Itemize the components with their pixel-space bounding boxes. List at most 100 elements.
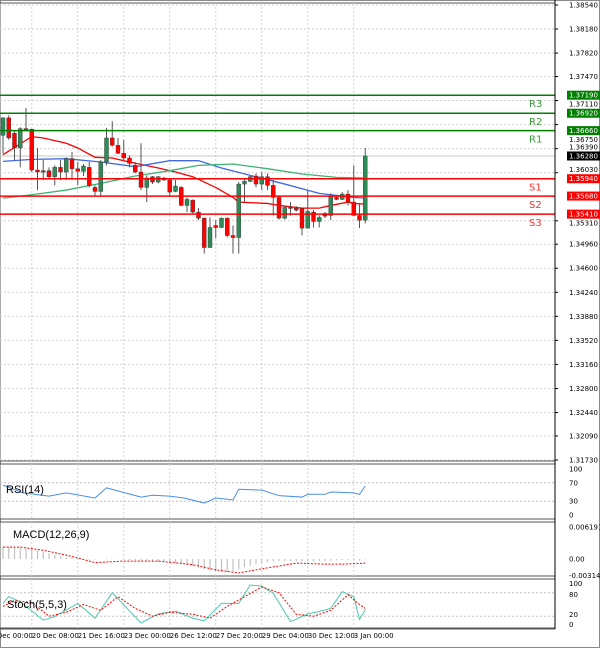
candle-body — [265, 176, 270, 186]
candle-body — [87, 167, 92, 186]
price-tick-label: 1.37820 — [569, 50, 598, 58]
price-tick-label: 1.33880 — [569, 313, 598, 321]
time-tick-label: 29 Dec 04:00 — [262, 632, 309, 640]
price-tick-label: 1.32440 — [569, 409, 598, 417]
candle-body — [213, 225, 218, 228]
level-label-r1: R1 — [529, 135, 542, 146]
candle-body — [12, 133, 17, 149]
level-price-tag — [567, 191, 600, 201]
price-tick-label: 1.32090 — [569, 432, 598, 440]
candle-body — [317, 217, 322, 222]
candle-body — [104, 137, 109, 163]
candle-body — [138, 171, 144, 188]
level-price-tag-text: 1.35940 — [569, 175, 598, 183]
level-label-r3: R3 — [529, 99, 542, 110]
candle-body — [334, 197, 339, 200]
candle-body — [236, 183, 241, 238]
level-price-tag-text: 1.37190 — [569, 92, 598, 100]
candle-body — [110, 137, 115, 146]
price-tick-label: 1.38180 — [569, 26, 598, 34]
candle-body — [242, 181, 247, 185]
price-tick-label: 1.37110 — [569, 101, 598, 109]
candle-body — [259, 176, 264, 185]
candle-body — [58, 167, 63, 173]
candle-body — [29, 129, 34, 171]
candle-body — [115, 145, 121, 154]
candle-body — [328, 195, 333, 216]
macd-tick-label: 0.00 — [569, 556, 585, 564]
stoch-d-line — [2, 586, 366, 619]
candle-body — [23, 128, 29, 131]
candle-body — [69, 158, 75, 169]
level-price-tag-text: 1.36660 — [569, 127, 598, 135]
price-tick-label: 1.34960 — [569, 241, 598, 249]
time-tick-label: 19 Dec 00:00 — [0, 632, 33, 640]
candle-body — [311, 211, 316, 222]
stoch-tick-label: 80 — [569, 591, 578, 599]
candle-body — [127, 157, 132, 164]
time-tick-label: 26 Dec 12:00 — [170, 632, 217, 640]
moving-average-line — [2, 135, 366, 209]
level-label-r2: R2 — [529, 117, 542, 128]
candle-body — [276, 197, 282, 219]
candle-body — [52, 167, 57, 177]
candle-body — [184, 199, 190, 206]
price-tick-label: 1.33160 — [569, 361, 598, 369]
candle-body — [75, 168, 80, 172]
candle-body — [230, 235, 236, 238]
level-label-s2: S2 — [529, 200, 542, 211]
candle-body — [219, 217, 224, 228]
rsi-tick-label: 30 — [569, 498, 578, 506]
price-tick-label: 1.34240 — [569, 289, 598, 297]
level-price-tag-text: 1.36920 — [569, 110, 598, 118]
price-tick-label: 1.34600 — [569, 265, 598, 273]
candle-body — [225, 217, 230, 236]
candle-body — [6, 117, 11, 139]
candle-body — [173, 185, 178, 192]
candle-body — [18, 128, 23, 149]
stoch-tick-label: 100 — [569, 580, 582, 588]
time-tick-label: 27 Dec 20:00 — [216, 632, 263, 640]
current-price-tag — [567, 151, 600, 161]
macd-tick-label: 0.006191 — [569, 524, 600, 532]
candle-body — [41, 170, 46, 173]
candle-body — [357, 215, 362, 221]
macd-label: MACD(12,26,9) — [13, 529, 89, 541]
candle-body — [345, 193, 351, 203]
candle-body — [196, 211, 201, 219]
stoch-k-line — [2, 584, 366, 624]
price-tick-label: 1.32800 — [569, 385, 598, 393]
candle-body — [81, 165, 86, 172]
rsi-label: RSI(14) — [6, 484, 44, 496]
macd-signal-line — [3, 546, 366, 574]
price-tick-label: 1.36750 — [569, 136, 598, 144]
panel-1 — [0, 463, 556, 520]
level-label-s1: S1 — [529, 183, 542, 194]
candle-body — [299, 207, 305, 229]
candle-body — [133, 165, 138, 173]
stoch-label: Stoch(5,5,3) — [7, 599, 67, 611]
candle-body — [0, 117, 6, 136]
candle-body — [282, 207, 287, 219]
candle-body — [98, 161, 103, 192]
price-tick-label: 1.36030 — [569, 166, 598, 174]
candle-body — [271, 185, 276, 198]
price-tick-label: 1.33520 — [569, 337, 598, 345]
candle-body — [253, 175, 259, 185]
level-price-tag — [567, 108, 600, 118]
stoch-tick-label: 0 — [569, 621, 573, 629]
candle-body — [351, 201, 356, 216]
time-tick-label: 20 Dec 08:00 — [32, 632, 79, 640]
rsi-tick-label: 100 — [569, 466, 582, 474]
level-price-tag — [567, 209, 600, 219]
level-label-s3: S3 — [529, 218, 542, 229]
time-tick-label: 21 Dec 16:00 — [78, 632, 125, 640]
price-tick-label: 1.35310 — [569, 219, 598, 227]
candle-body — [190, 199, 195, 213]
time-tick-label: 23 Dec 00:00 — [124, 632, 171, 640]
candle-body — [64, 158, 69, 173]
level-price-tag — [567, 90, 600, 100]
candle-body — [35, 169, 40, 173]
time-tick-label: 30 Dec 12:00 — [308, 632, 355, 640]
